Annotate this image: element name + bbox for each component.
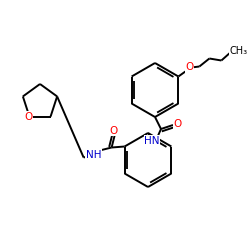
Text: NH: NH — [86, 150, 101, 160]
Text: O: O — [174, 119, 182, 129]
Text: O: O — [185, 62, 194, 72]
Text: O: O — [24, 112, 32, 122]
Text: CH₃: CH₃ — [229, 46, 248, 56]
Text: O: O — [110, 126, 118, 136]
Text: HN: HN — [144, 136, 160, 146]
